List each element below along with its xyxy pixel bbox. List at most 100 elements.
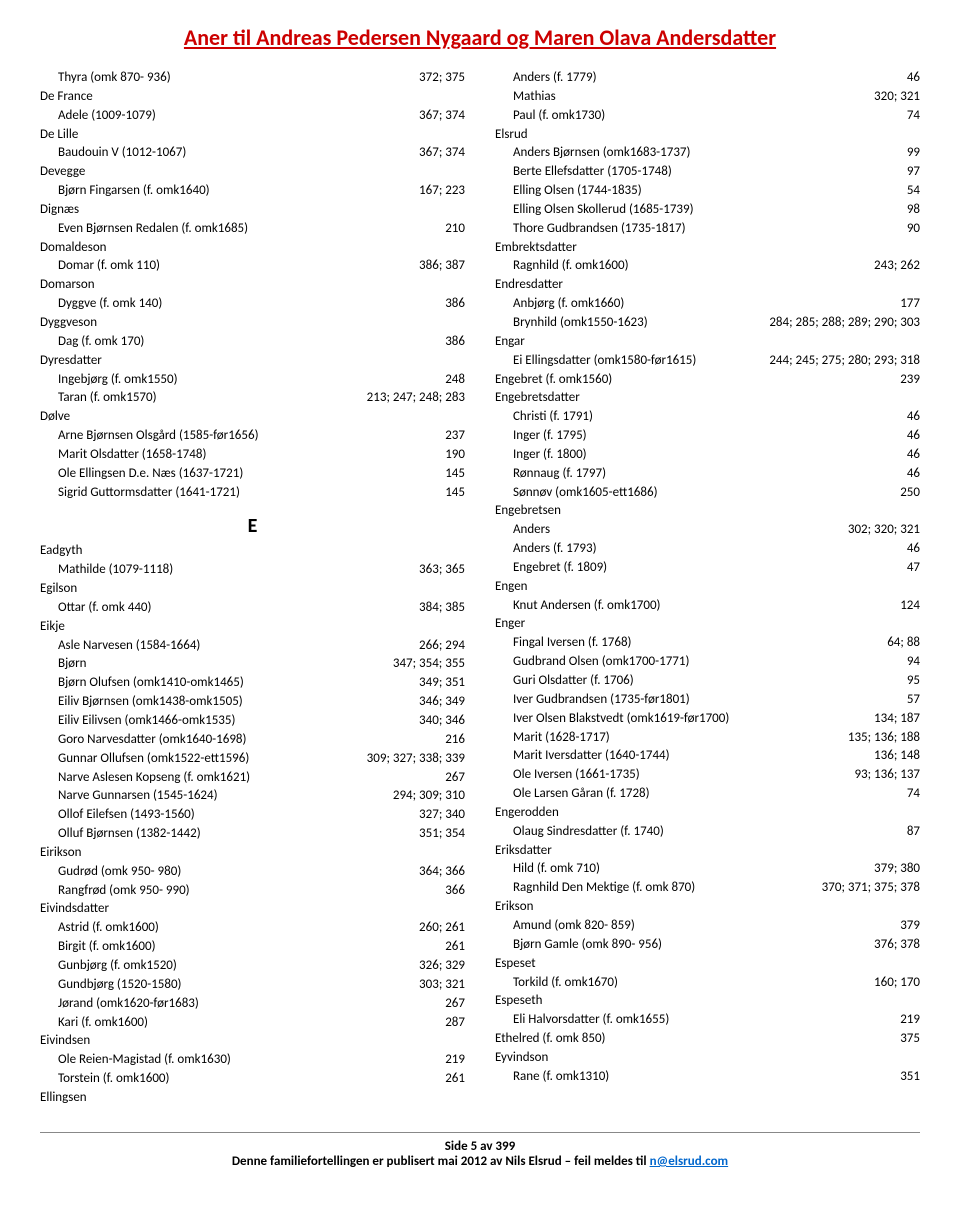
- entry-pages: 46: [901, 446, 920, 465]
- index-entry: Even Bjørnsen Redalen (f. omk1685) 210: [40, 220, 465, 239]
- index-entry: Knut Andersen (f. omk1700)124: [495, 597, 920, 616]
- index-entry: Bjørn Fingarsen (f. omk1640)167; 223: [40, 182, 465, 201]
- index-entry: Kari (f. omk1600)287: [40, 1014, 465, 1033]
- index-entry: Bjørn Olufsen (omk1410-omk1465)349; 351: [40, 674, 465, 693]
- index-header: Eyvindson: [495, 1049, 920, 1068]
- index-header: Eikje: [40, 618, 465, 637]
- entry-name: Dag (f. omk 170): [40, 333, 144, 352]
- entry-name: Amund (omk 820- 859): [495, 917, 635, 936]
- entry-pages: 47: [901, 559, 920, 578]
- entry-name: Ollof Eilefsen (1493-1560): [40, 806, 195, 825]
- index-entry: Ragnhild (f. omk1600)243; 262: [495, 257, 920, 276]
- index-entry: Gunnar Ollufsen (omk1522-ett1596)309; 32…: [40, 750, 465, 769]
- index-entry: Anders (f. 1793)46: [495, 540, 920, 559]
- entry-name: Sigrid Guttormsdatter (1641-1721): [40, 484, 240, 503]
- entry-pages: 346; 349: [413, 693, 465, 712]
- index-header: Domarson: [40, 276, 465, 295]
- index-entry: Asle Narvesen (1584-1664)266; 294: [40, 637, 465, 656]
- entry-pages: 367; 374: [413, 144, 465, 163]
- entry-name: Kari (f. omk1600): [40, 1014, 148, 1033]
- entry-name: Bjørn Fingarsen (f. omk1640): [40, 182, 210, 201]
- entry-pages: 95: [901, 672, 920, 691]
- index-entry: Iver Olsen Blakstvedt (omk1619-før1700)1…: [495, 710, 920, 729]
- entry-pages: 219: [439, 1051, 465, 1070]
- index-header: Devegge: [40, 163, 465, 182]
- entry-name: Christi (f. 1791): [495, 408, 593, 427]
- entry-pages: 210: [439, 220, 465, 239]
- entry-pages: 94: [901, 653, 920, 672]
- entry-pages: 74: [901, 107, 920, 126]
- entry-name: Anders (f. 1793): [495, 540, 597, 559]
- entry-name: Thore Gudbrandsen (1735-1817): [495, 220, 686, 239]
- entry-pages: 190: [439, 446, 465, 465]
- index-entry: Torstein (f. omk1600)261: [40, 1070, 465, 1089]
- index-header: Dyresdatter: [40, 352, 465, 371]
- entry-pages: 320; 321: [868, 88, 920, 107]
- entry-pages: 177: [894, 295, 920, 314]
- entry-pages: 376; 378: [868, 936, 920, 955]
- entry-pages: 379; 380: [868, 860, 920, 879]
- index-entry: Goro Narvesdatter (omk1640-1698)216: [40, 731, 465, 750]
- index-header: Eriksdatter: [495, 842, 920, 861]
- entry-pages: 90: [901, 220, 920, 239]
- entry-pages: 386: [439, 333, 465, 352]
- entry-name: Mathias: [495, 88, 556, 107]
- entry-pages: 145: [439, 465, 465, 484]
- index-entry: Taran (f. omk1570)213; 247; 248; 283: [40, 389, 465, 408]
- entry-pages: 239: [894, 371, 920, 390]
- entry-pages: 302; 320; 321: [842, 521, 920, 540]
- index-entry: Sigrid Guttormsdatter (1641-1721)145: [40, 484, 465, 503]
- index-entry: Ole Ellingsen D.e. Næs (1637-1721)145: [40, 465, 465, 484]
- entry-name: Torkild (f. omk1670): [495, 974, 618, 993]
- index-entry: Ei Ellingsdatter (omk1580-før1615)244; 2…: [495, 352, 920, 371]
- entry-pages: 46: [901, 465, 920, 484]
- index-entry: Baudouin V (1012-1067)367; 374: [40, 144, 465, 163]
- entry-name: Ragnhild Den Mektige (f. omk 870): [495, 879, 695, 898]
- index-entry: Amund (omk 820- 859)379: [495, 917, 920, 936]
- entry-name: Rangfrød (omk 950- 990): [40, 882, 190, 901]
- entry-name: Bjørn Gamle (omk 890- 956): [495, 936, 662, 955]
- entry-pages: 260; 261: [413, 919, 465, 938]
- index-header: Endresdatter: [495, 276, 920, 295]
- index-entry: Gundbjørg (1520-1580)303; 321: [40, 976, 465, 995]
- index-header: Engebretsdatter: [495, 389, 920, 408]
- content-columns: Thyra (omk 870- 936)372; 375De FranceAde…: [40, 69, 920, 1108]
- entry-pages: 248: [439, 371, 465, 390]
- index-entry: Astrid (f. omk1600)260; 261: [40, 919, 465, 938]
- entry-name: Rønnaug (f. 1797): [495, 465, 606, 484]
- index-entry: Fingal Iversen (f. 1768)64; 88: [495, 634, 920, 653]
- footer-email-link[interactable]: n@elsrud.com: [650, 1154, 729, 1169]
- entry-name: Birgit (f. omk1600): [40, 938, 156, 957]
- entry-name: Ei Ellingsdatter (omk1580-før1615): [495, 352, 696, 371]
- entry-pages: 74: [901, 785, 920, 804]
- index-entry: Marit Olsdatter (1658-1748)190: [40, 446, 465, 465]
- entry-name: Even Bjørnsen Redalen (f. omk1685): [40, 220, 248, 239]
- index-header: Espeseth: [495, 992, 920, 1011]
- index-header: Eivindsen: [40, 1032, 465, 1051]
- entry-name: Mathilde (1079-1118): [40, 561, 173, 580]
- entry-name: Goro Narvesdatter (omk1640-1698): [40, 731, 246, 750]
- index-header: Eirikson: [40, 844, 465, 863]
- index-header: Dignæs: [40, 201, 465, 220]
- entry-pages: 349; 351: [413, 674, 465, 693]
- entry-name: Gudrød (omk 950- 980): [40, 863, 181, 882]
- entry-name: Marit (1628-1717): [495, 729, 610, 748]
- entry-pages: 237: [439, 427, 465, 446]
- entry-pages: 366: [439, 882, 465, 901]
- entry-pages: 93; 136; 137: [848, 766, 920, 785]
- footer-page-number: Side 5 av 399: [40, 1139, 920, 1154]
- index-entry: Ole Iversen (1661-1735)93; 136; 137: [495, 766, 920, 785]
- index-entry: Anders302; 320; 321: [495, 521, 920, 540]
- entry-name: Engebret (f. omk1560): [495, 371, 612, 390]
- index-header: Erikson: [495, 898, 920, 917]
- index-header: Dølve: [40, 408, 465, 427]
- entry-name: Anders (f. 1779): [495, 69, 597, 88]
- entry-pages: 46: [901, 69, 920, 88]
- entry-pages: 363; 365: [413, 561, 465, 580]
- index-header: De Lille: [40, 126, 465, 145]
- index-entry: Brynhild (omk1550-1623)284; 285; 288; 28…: [495, 314, 920, 333]
- index-entry: Elling Olsen Skollerud (1685-1739)98: [495, 201, 920, 220]
- entry-pages: 243; 262: [868, 257, 920, 276]
- entry-pages: 87: [901, 823, 920, 842]
- index-entry: Narve Aslesen Kopseng (f. omk1621)267: [40, 769, 465, 788]
